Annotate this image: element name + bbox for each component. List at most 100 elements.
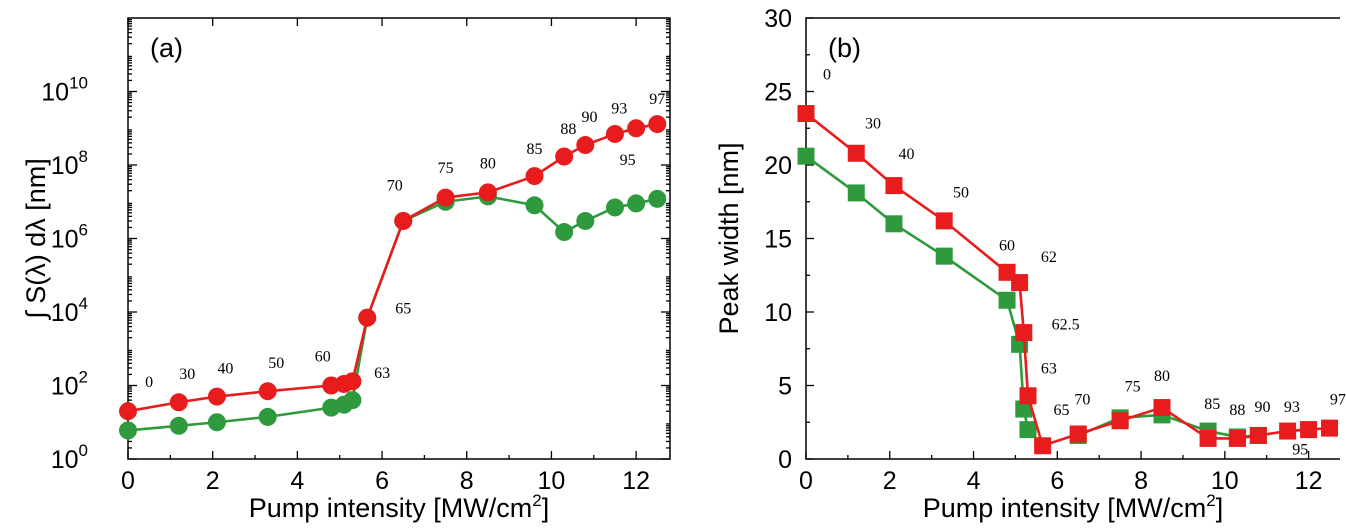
point-annotation: 88 <box>560 121 576 138</box>
series-0-point <box>1019 387 1037 405</box>
series-1-point <box>605 198 624 217</box>
series-0-point <box>394 211 413 230</box>
y-tick-label: 106 <box>51 221 88 254</box>
y-tick-label: 108 <box>51 147 88 180</box>
series-0-point <box>885 177 903 195</box>
y-tick-exponent: 8 <box>79 147 88 166</box>
y-tick-exponent: 6 <box>79 221 88 240</box>
series-1-point <box>797 147 815 165</box>
x-axis-label-end: ] <box>542 493 550 523</box>
series-1-point <box>1019 421 1037 439</box>
point-annotation: 70 <box>1074 392 1090 409</box>
x-axis-label: Pump intensity [MW/cm2] <box>249 491 550 523</box>
y-tick-base: 10 <box>41 79 69 107</box>
series-1-point <box>207 413 226 432</box>
y-tick-base: 10 <box>51 446 79 474</box>
series-0-point <box>1034 437 1052 455</box>
series-0-point <box>797 105 815 123</box>
x-tick-label: 8 <box>460 467 474 495</box>
y-tick-label: 104 <box>51 294 88 327</box>
point-annotation: 95 <box>1292 442 1308 459</box>
point-annotation: 65 <box>1053 402 1069 419</box>
y-tick-exponent: 4 <box>79 294 88 313</box>
y-tick-label: 10 <box>764 299 792 327</box>
y-tick-base: 10 <box>51 299 79 327</box>
series-1-point <box>1015 400 1033 418</box>
series-1-point <box>627 194 646 213</box>
point-annotation: 75 <box>438 160 454 177</box>
series-1-point <box>169 416 188 435</box>
x-axis-label-end: ] <box>1216 493 1224 523</box>
point-annotation: 63 <box>1041 361 1057 378</box>
point-annotation: 93 <box>1284 399 1300 416</box>
point-annotation: 90 <box>1255 399 1271 416</box>
point-annotation: 75 <box>1125 378 1141 395</box>
x-tick-label: 4 <box>967 467 981 495</box>
series-1-point <box>258 407 277 426</box>
x-tick-label: 6 <box>1050 467 1064 495</box>
series-0-point <box>1300 421 1318 439</box>
point-annotation: 70 <box>387 178 403 195</box>
series-0-point <box>1069 425 1087 443</box>
series-0-point <box>436 188 455 207</box>
series-0-point <box>207 387 226 406</box>
series-1-point <box>847 184 865 202</box>
point-annotation: 62.5 <box>1052 317 1080 334</box>
series-0-point <box>1015 324 1033 342</box>
series-0-point <box>605 124 624 143</box>
x-tick-label: 2 <box>206 467 220 495</box>
series-1-point <box>885 215 903 233</box>
series-0-point <box>576 136 595 155</box>
x-tick-label: 4 <box>290 467 304 495</box>
series-0-line <box>127 122 658 413</box>
series-1-point <box>935 247 953 265</box>
series-1-line <box>805 155 1030 430</box>
x-axis-label-text: Pump intensity [MW/cm <box>923 493 1207 523</box>
plot-frame <box>805 17 1340 460</box>
series-1-point <box>998 291 1016 309</box>
y-axis-label: Peak width [nm] <box>714 142 744 334</box>
series-0-point <box>648 115 667 134</box>
x-tick-label: 8 <box>1134 467 1148 495</box>
series-0-point <box>627 119 646 138</box>
x-tick-label: 10 <box>1211 467 1239 495</box>
point-annotation: 30 <box>179 366 195 383</box>
series-1-line <box>127 195 658 432</box>
series-0-point <box>478 183 497 202</box>
series-1-point <box>576 211 595 230</box>
point-annotation: 50 <box>268 355 284 372</box>
panel-label: (a) <box>150 33 183 63</box>
y-tick-label: 25 <box>764 79 792 107</box>
y-tick-label: 5 <box>778 373 792 401</box>
series-1-point <box>525 196 544 215</box>
y-tick-label: 102 <box>51 368 88 401</box>
point-annotation: 97 <box>1330 392 1346 409</box>
series-0-point <box>1011 274 1029 292</box>
y-tick-base: 10 <box>51 373 79 401</box>
y-tick-label: 0 <box>778 446 792 474</box>
point-annotation: 95 <box>620 152 636 169</box>
x-axis-label: Pump intensity [MW/cm2] <box>923 491 1224 523</box>
x-tick-label: 2 <box>883 467 897 495</box>
point-annotation: 0 <box>145 374 153 391</box>
series-0-point <box>258 382 277 401</box>
y-tick-exponent: 10 <box>69 74 88 93</box>
point-annotation: 97 <box>649 91 665 108</box>
series-0-point <box>1111 412 1129 430</box>
y-axis-label: ∫ S(λ) dλ [nm] <box>21 158 51 320</box>
panel-label: (b) <box>828 33 861 63</box>
point-annotation: 40 <box>899 146 915 163</box>
point-annotation: 40 <box>217 361 233 378</box>
series-0-point <box>555 147 574 166</box>
point-annotation: 50 <box>953 184 969 201</box>
series-0-point <box>1321 419 1339 437</box>
series-0-point <box>1249 426 1267 444</box>
y-tick-label: 20 <box>764 152 792 180</box>
series-0-point <box>1199 429 1217 447</box>
y-tick-base: 10 <box>51 152 79 180</box>
series-0-point <box>1153 399 1171 417</box>
point-annotation: 85 <box>527 141 543 158</box>
